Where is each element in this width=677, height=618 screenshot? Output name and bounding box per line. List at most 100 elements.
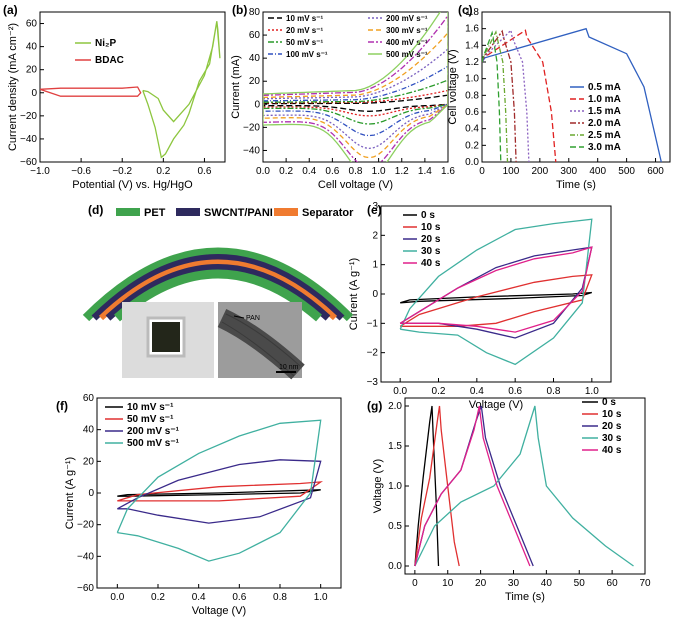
legend-label-c-3: 2.0 mA — [588, 118, 621, 129]
y-tick-label-b: 80 — [249, 7, 261, 18]
y-tick-label-g: 0.5 — [388, 521, 402, 532]
panel-label-b: (b) — [232, 3, 247, 17]
x-axis-label-e: Voltage (V) — [469, 399, 523, 411]
series-c-5 — [482, 30, 502, 162]
y-tick-label-c: 1.6 — [465, 24, 479, 35]
y-axis-label-g: Voltage (V) — [372, 459, 384, 513]
series-e-0 — [400, 291, 592, 304]
x-tick-label-f: 0.6 — [232, 592, 246, 603]
y-tick-label-b: 20 — [249, 76, 261, 87]
legend-label-c-1: 1.0 mA — [588, 94, 621, 105]
series-f-1 — [117, 481, 324, 502]
y-tick-label-f: 60 — [83, 393, 95, 404]
x-axis-label-b: Cell voltage (V) — [318, 179, 393, 191]
legend-label-separator: Separator — [302, 207, 354, 219]
x-tick-label-c: 100 — [503, 166, 520, 177]
x-tick-label-f: 0.2 — [151, 592, 165, 603]
legend-label-b-2: 50 mV s⁻¹ — [286, 38, 323, 47]
series-g-3 — [414, 405, 634, 567]
x-tick-label-b: 0.0 — [256, 166, 270, 177]
photo-device — [122, 302, 214, 378]
legend-swatch-swcnt — [176, 208, 200, 216]
legend-label-e-1: 10 s — [421, 222, 441, 233]
panel-label-f: (f) — [56, 399, 68, 413]
y-tick-label-f: −60 — [77, 583, 94, 594]
y-tick-label-c: 0.4 — [465, 124, 479, 135]
chart-f: 0.0 0.2 0.4 0.6 0.8 1.0 −60 −40 −20 0 20 40 60 Voltag… — [64, 393, 342, 617]
legend-label-swcnt: SWCNT/PANI — [204, 207, 273, 219]
y-axis-label-a: Current density (mA cm⁻²) — [7, 23, 19, 151]
legend-label-g-4: 40 s — [602, 445, 622, 456]
y-tick-label-c: 0.8 — [465, 90, 479, 101]
y-tick-label-b: 60 — [249, 30, 261, 41]
chart-g: 0 10 20 30 40 50 60 70 0.0 0.5 1.0 1.5 2.0 Time (s) Vo… — [372, 397, 651, 603]
x-tick-label-b: 1.2 — [395, 166, 409, 177]
x-tick-label-c: 500 — [618, 166, 635, 177]
legend-label-c-4: 2.5 mA — [588, 130, 621, 141]
y-tick-label-e: −1 — [367, 318, 379, 329]
y-tick-label-f: −20 — [77, 520, 94, 531]
y-tick-label-b: 40 — [249, 53, 261, 64]
legend-label-e-0: 0 s — [421, 210, 435, 221]
flexible-device-arc — [82, 247, 354, 322]
legend-label-f-1: 50 mV s⁻¹ — [127, 414, 174, 425]
arc-swcnt-outer — [91, 254, 345, 321]
legend-label-b-3: 100 mV s⁻¹ — [286, 50, 328, 59]
series-b-2 — [263, 79, 448, 125]
legend-label-b-1: 20 mV s⁻¹ — [286, 26, 323, 35]
x-tick-label-e: 0.2 — [432, 386, 446, 397]
series-c-0 — [482, 27, 662, 162]
y-tick-label-a: −60 — [20, 157, 37, 168]
series-a-1 — [40, 86, 142, 97]
plot-frame-a — [39, 11, 226, 163]
x-tick-label-e: 0.6 — [508, 386, 522, 397]
y-axis-label-b: Current (mA) — [230, 55, 242, 119]
y-tick-label-c: 0.0 — [465, 157, 479, 168]
x-tick-label-g: 50 — [574, 578, 586, 589]
y-tick-label-c: 1.2 — [465, 57, 479, 68]
x-tick-label-f: 0.4 — [192, 592, 206, 603]
legend-label-c-5: 3.0 mA — [588, 142, 621, 153]
y-tick-label-f: 0 — [88, 488, 94, 499]
diagram-d: PET SWCNT/PANI Separator PAN 10 nm — [82, 207, 354, 380]
x-axis-label-f: Voltage (V) — [192, 605, 246, 617]
y-axis-label-c: Cell voltage (V) — [447, 49, 459, 124]
y-tick-label-e: 3 — [372, 201, 378, 212]
legend-label-e-3: 30 s — [421, 246, 441, 257]
chart-c: 0 100 200 300 400 500 600 0.0 0.2 0.4 0.6 0.8 1.0 1.2… — [447, 7, 671, 191]
x-tick-label-b: 1.6 — [441, 166, 455, 177]
legend-label-a-1: BDAC — [95, 55, 124, 66]
legend-swatch-pet — [116, 208, 140, 216]
y-tick-label-e: 2 — [372, 230, 378, 241]
series-e-4 — [399, 246, 593, 333]
y-tick-label-g: 0.0 — [388, 561, 402, 572]
chart-a: −1.0 −0.6 −0.2 0.2 0.6 −60 −40 −20 0 20 40 60 Potent… — [7, 11, 226, 191]
plot-frame-c — [481, 11, 671, 163]
y-tick-label-f: 40 — [83, 425, 95, 436]
y-tick-label-b: 0 — [254, 99, 260, 110]
arc-pet-inner — [114, 269, 322, 322]
legend-label-c-0: 0.5 mA — [588, 82, 621, 93]
legend-label-f-2: 200 mV s⁻¹ — [127, 426, 180, 437]
legend-label-f-0: 10 mV s⁻¹ — [127, 402, 174, 413]
x-tick-label-a: −1.0 — [30, 166, 50, 177]
y-tick-label-a: 60 — [26, 19, 38, 30]
legend-label-b-6: 400 mV s⁻¹ — [386, 38, 428, 47]
x-tick-label-g: 60 — [607, 578, 619, 589]
x-tick-label-g: 10 — [442, 578, 454, 589]
y-tick-label-e: −2 — [367, 348, 379, 359]
x-tick-label-b: 0.4 — [302, 166, 316, 177]
legend-label-e-4: 40 s — [421, 258, 441, 269]
y-tick-label-f: 20 — [83, 456, 95, 467]
x-tick-label-c: 400 — [589, 166, 606, 177]
x-tick-label-g: 20 — [475, 578, 487, 589]
y-axis-label-f: Current (A g⁻¹) — [64, 457, 76, 529]
x-axis-label-c: Time (s) — [556, 179, 596, 191]
series-e-3 — [399, 218, 593, 366]
x-tick-label-c: 300 — [560, 166, 577, 177]
series-g-4 — [414, 405, 531, 567]
x-tick-label-b: 0.6 — [325, 166, 339, 177]
legend-label-g-0: 0 s — [602, 397, 616, 408]
x-tick-label-c: 200 — [532, 166, 549, 177]
